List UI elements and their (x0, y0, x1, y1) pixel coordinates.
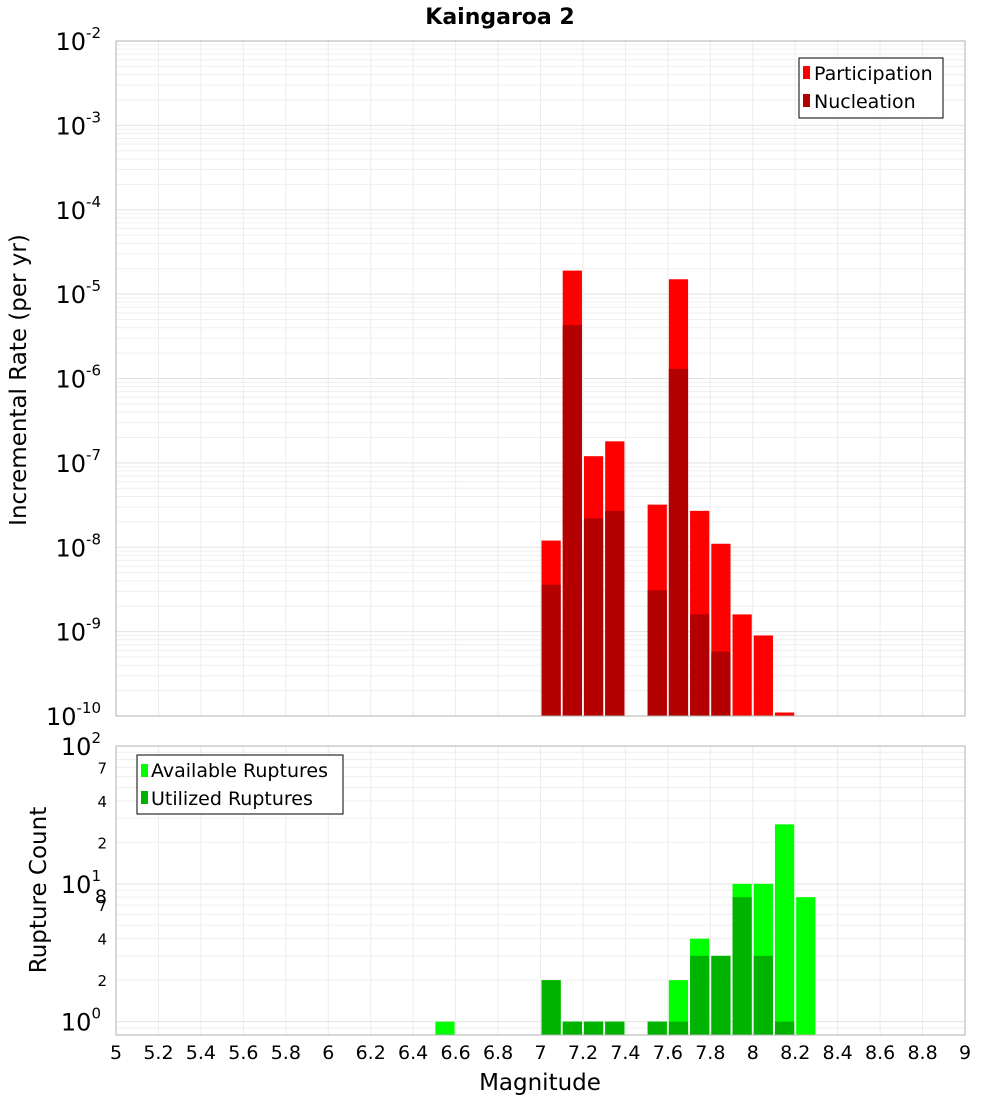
top-legend-box (798, 57, 944, 119)
top-gridlines (116, 41, 965, 717)
utilized-ruptures-bar (647, 1021, 667, 1035)
bottom-legend: Available Ruptures Utilized Ruptures (136, 754, 344, 815)
utilized-ruptures-bar (668, 1021, 689, 1035)
x-tick-label: 5.4 (186, 1042, 216, 1064)
top-y-axis-label: Incremental Rate (per yr) (6, 234, 32, 526)
participation-bar (753, 635, 773, 716)
top-y-tick-label: 10-4 (55, 193, 101, 225)
bottom-y-tick-label: 100 (61, 1005, 101, 1037)
top-bars (541, 270, 795, 716)
utilized-ruptures-bar (583, 1021, 604, 1035)
bottom-y-axis-label: Rupture Count (26, 807, 52, 973)
nucleation-bar (562, 325, 582, 716)
x-tick-label: 5 (110, 1042, 122, 1064)
top-y-tick-label: 10-6 (55, 362, 101, 394)
utilized-ruptures-bar (562, 1021, 582, 1035)
nucleation-bar (647, 590, 667, 716)
top-y-tick-label: 10-3 (55, 108, 101, 140)
x-tick-label: 7.8 (695, 1042, 725, 1064)
x-tick-label: 6 (322, 1042, 334, 1064)
x-tick-label: 8.8 (907, 1042, 937, 1064)
top-y-tick-label: 10-5 (55, 277, 101, 309)
available-legend-label: Available Ruptures (151, 760, 328, 782)
bottom-y-minor-tick-label: 8 (95, 886, 107, 908)
x-tick-label: 8.2 (780, 1042, 810, 1064)
available-ruptures-bar (668, 980, 689, 1035)
top-y-tick-labels: 10-10 10-9 10-8 10-7 10-6 10-5 10-4 10-3 10-2 (46, 24, 101, 731)
bottom-panel: 100 101 102 8 2 4 7 2 4 7 5 5.2 5.4 5.6 5.8 6 6.2 6.4 6.6… (26, 729, 971, 1096)
bottom-y-minor-tick-label: 7 (97, 759, 107, 777)
utilized-swatch (141, 791, 148, 804)
participation-swatch (803, 66, 810, 79)
x-tick-label: 7.6 (653, 1042, 683, 1064)
x-tick-label: 6.2 (356, 1042, 386, 1064)
nucleation-bar (711, 651, 731, 716)
top-y-tick-label: 10-8 (55, 530, 101, 562)
top-y-tick-label: 10-9 (55, 615, 101, 647)
x-tick-label: 7 (534, 1042, 546, 1064)
top-panel: 10-10 10-9 10-8 10-7 10-6 10-5 10-4 10-3 10-2 In… (6, 24, 966, 731)
nucleation-bar (690, 614, 710, 716)
nucleation-bar (605, 510, 625, 716)
nucleation-bar (583, 518, 604, 716)
nucleation-bar (541, 584, 561, 716)
x-tick-label: 7.4 (610, 1042, 640, 1064)
bottom-bars (435, 824, 816, 1035)
utilized-ruptures-bar (605, 1021, 625, 1035)
participation-bar (732, 614, 752, 716)
bottom-legend-box (136, 754, 344, 815)
x-tick-labels: 5 5.2 5.4 5.6 5.8 6 6.2 6.4 6.6 6.8 7 7.2 7.4 7.6 7.8 8… (110, 1042, 971, 1064)
bottom-y-minor-tick-label: 4 (97, 793, 107, 811)
utilized-ruptures-bar (774, 1021, 795, 1035)
utilized-ruptures-bar (753, 955, 773, 1035)
available-ruptures-bar (796, 897, 816, 1035)
bottom-y-tick-label: 102 (61, 729, 101, 761)
x-tick-label: 8.4 (823, 1042, 853, 1064)
x-tick-label: 5.8 (271, 1042, 301, 1064)
available-ruptures-bar (435, 1021, 455, 1035)
x-tick-label: 5.2 (143, 1042, 173, 1064)
nucleation-bar (668, 368, 689, 716)
x-tick-label: 7.2 (568, 1042, 598, 1064)
bottom-y-tick-label: 101 (61, 867, 101, 899)
top-plot-frame (115, 40, 966, 717)
top-legend: Participation Nucleation (798, 57, 944, 119)
bottom-y-minor-tick-label: 2 (97, 972, 107, 990)
nucleation-legend-label: Nucleation (814, 91, 916, 113)
x-tick-label: 9 (959, 1042, 971, 1064)
x-tick-label: 8.6 (865, 1042, 895, 1064)
available-swatch (141, 764, 148, 777)
bottom-y-minor-tick-label: 4 (97, 931, 107, 949)
bottom-y-minor-tick-label: 2 (97, 834, 107, 852)
top-y-tick-label: 10-10 (46, 699, 101, 731)
utilized-ruptures-bar (711, 955, 731, 1035)
participation-bar (774, 712, 795, 716)
participation-legend-label: Participation (814, 63, 933, 85)
x-tick-label: 5.6 (228, 1042, 258, 1064)
available-ruptures-bar (774, 824, 795, 1035)
utilized-ruptures-bar (541, 980, 561, 1035)
top-y-tick-label: 10-7 (55, 446, 101, 478)
x-tick-label: 6.6 (440, 1042, 470, 1064)
chart-title: Kaingaroa 2 (425, 5, 574, 30)
bottom-y-minor-tick-label: 7 (97, 897, 107, 915)
bottom-plot-frame (115, 745, 966, 1036)
x-tick-label: 6.8 (483, 1042, 513, 1064)
x-tick-label: 8 (747, 1042, 759, 1064)
nucleation-swatch (803, 94, 810, 107)
bottom-y-tick-labels: 100 101 102 8 2 4 7 2 4 7 (61, 729, 107, 1037)
x-axis-label: Magnitude (479, 1070, 601, 1096)
top-y-tick-label: 10-2 (55, 24, 101, 56)
utilized-ruptures-bar (690, 955, 710, 1035)
utilized-legend-label: Utilized Ruptures (151, 788, 313, 810)
x-tick-label: 6.4 (398, 1042, 428, 1064)
utilized-ruptures-bar (732, 897, 752, 1035)
